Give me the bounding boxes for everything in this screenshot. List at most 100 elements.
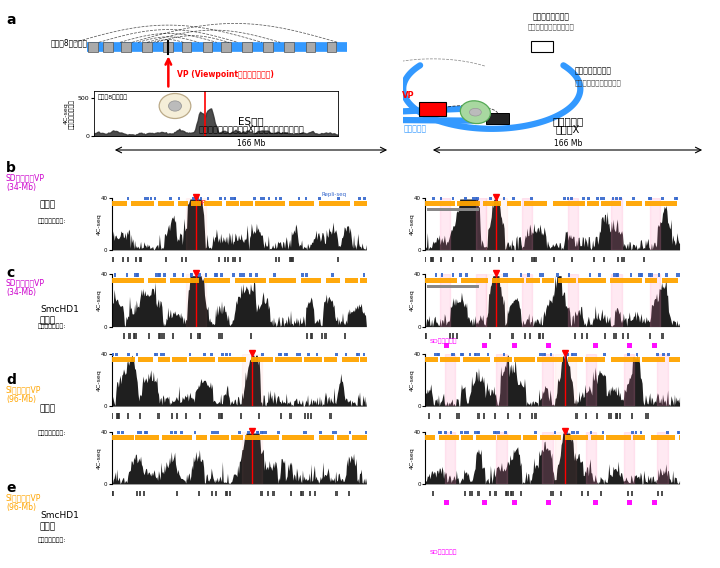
Bar bbox=[593, 343, 598, 348]
Bar bbox=[224, 257, 226, 262]
Text: SDドメイン：: SDドメイン： bbox=[430, 549, 457, 554]
Bar bbox=[482, 343, 487, 348]
Bar bbox=[510, 491, 512, 496]
Bar bbox=[603, 333, 606, 339]
Bar bbox=[619, 413, 621, 419]
Bar bbox=[280, 413, 282, 419]
Bar bbox=[568, 274, 578, 327]
Bar bbox=[581, 491, 583, 496]
Bar bbox=[647, 413, 649, 419]
Bar bbox=[624, 432, 634, 484]
Bar bbox=[425, 333, 427, 339]
Bar bbox=[574, 333, 576, 339]
Bar bbox=[586, 432, 596, 484]
Bar bbox=[471, 491, 473, 496]
Bar bbox=[546, 343, 551, 348]
Bar bbox=[242, 354, 262, 406]
Bar bbox=[291, 257, 293, 262]
Bar bbox=[600, 491, 602, 496]
Bar bbox=[163, 333, 165, 339]
Bar bbox=[165, 257, 167, 262]
Y-axis label: 4C-seq: 4C-seq bbox=[96, 369, 102, 391]
Text: 不活性X: 不活性X bbox=[556, 124, 580, 134]
Bar bbox=[251, 333, 253, 339]
Text: Repli-seq: Repli-seq bbox=[322, 192, 347, 197]
Bar bbox=[325, 333, 326, 339]
Bar bbox=[111, 491, 112, 496]
Bar bbox=[449, 333, 451, 339]
Bar bbox=[546, 500, 551, 505]
FancyBboxPatch shape bbox=[163, 43, 174, 52]
Bar bbox=[117, 413, 119, 419]
Bar bbox=[127, 257, 129, 262]
Bar bbox=[615, 333, 617, 339]
Bar bbox=[225, 491, 228, 496]
Bar bbox=[568, 198, 578, 250]
Bar bbox=[444, 343, 449, 348]
Bar bbox=[477, 413, 480, 419]
Bar bbox=[522, 274, 532, 327]
Bar bbox=[122, 257, 124, 262]
Bar bbox=[626, 500, 632, 505]
Text: 野生型: 野生型 bbox=[40, 200, 56, 209]
Bar bbox=[242, 432, 262, 484]
Bar bbox=[524, 333, 526, 339]
Bar bbox=[534, 257, 536, 262]
Bar bbox=[300, 491, 302, 496]
Text: マウス8番染色体: マウス8番染色体 bbox=[97, 94, 127, 100]
Bar bbox=[309, 491, 311, 496]
Bar bbox=[135, 257, 138, 262]
Bar bbox=[482, 413, 485, 419]
Bar bbox=[171, 413, 173, 419]
Bar bbox=[476, 274, 486, 327]
Bar bbox=[490, 333, 492, 339]
Bar bbox=[498, 257, 500, 262]
Bar bbox=[531, 41, 553, 52]
Bar bbox=[512, 343, 517, 348]
Bar bbox=[176, 491, 179, 496]
Y-axis label: 4C-seq: 4C-seq bbox=[410, 447, 415, 469]
Bar bbox=[657, 432, 667, 484]
Bar bbox=[627, 333, 629, 339]
Bar bbox=[229, 491, 231, 496]
Bar bbox=[218, 413, 220, 419]
Bar bbox=[311, 333, 313, 339]
Bar bbox=[439, 413, 441, 419]
Bar bbox=[553, 257, 555, 262]
Bar bbox=[652, 343, 657, 348]
Bar bbox=[127, 413, 129, 419]
Bar bbox=[215, 491, 217, 496]
Bar bbox=[186, 274, 206, 327]
Bar bbox=[290, 491, 292, 496]
Text: d: d bbox=[6, 373, 16, 387]
Bar bbox=[289, 257, 292, 262]
Bar bbox=[662, 333, 664, 339]
Bar bbox=[306, 333, 307, 339]
Bar bbox=[218, 333, 220, 339]
Bar bbox=[631, 413, 633, 419]
Bar bbox=[456, 333, 458, 339]
Bar bbox=[440, 257, 442, 262]
Text: 166 Mb: 166 Mb bbox=[237, 139, 265, 148]
Bar bbox=[507, 413, 509, 419]
Bar bbox=[261, 491, 263, 496]
Text: e: e bbox=[6, 481, 16, 495]
Bar bbox=[132, 333, 135, 339]
Bar bbox=[123, 333, 125, 339]
Text: VP (Viewpoint＝解析対象領域): VP (Viewpoint＝解析対象領域) bbox=[177, 70, 274, 79]
FancyBboxPatch shape bbox=[181, 43, 192, 52]
Bar bbox=[555, 432, 575, 484]
Text: 有意な相互作用:: 有意な相互作用: bbox=[38, 537, 66, 542]
Bar bbox=[445, 354, 456, 406]
Bar bbox=[520, 491, 522, 496]
Bar bbox=[112, 257, 114, 262]
Bar bbox=[239, 257, 241, 262]
Bar bbox=[552, 491, 554, 496]
Bar bbox=[593, 257, 595, 262]
Bar bbox=[469, 491, 471, 496]
Bar bbox=[621, 257, 623, 262]
Bar bbox=[643, 257, 645, 262]
Y-axis label: 4C-seq: 4C-seq bbox=[96, 213, 102, 235]
Bar bbox=[626, 343, 632, 348]
Bar bbox=[611, 198, 621, 250]
